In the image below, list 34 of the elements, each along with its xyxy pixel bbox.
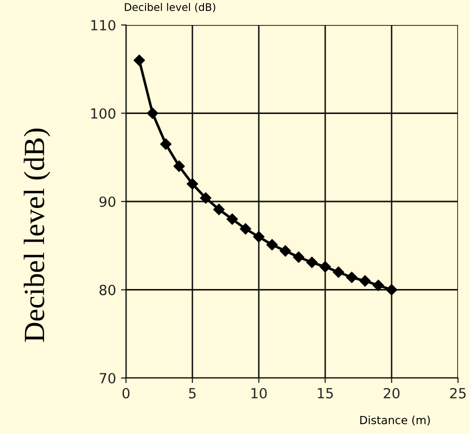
point <box>240 223 252 234</box>
point <box>386 284 398 296</box>
point <box>226 214 238 225</box>
point <box>293 251 304 263</box>
point <box>160 138 172 150</box>
y-tick-label: 90 <box>99 196 116 207</box>
point <box>213 204 225 216</box>
point <box>280 245 291 257</box>
point <box>306 256 318 268</box>
chart-title: Decibel level (dB) <box>124 2 216 12</box>
point <box>146 108 158 119</box>
point <box>320 261 331 272</box>
y-axis-title: Decibel level (dB) <box>24 128 50 342</box>
point <box>174 160 185 172</box>
point <box>266 239 278 250</box>
x-tick-label: 5 <box>189 388 196 398</box>
point <box>253 231 264 242</box>
x-tick-label: 25 <box>450 388 466 398</box>
x-axis-title: Distance (m) <box>360 416 430 426</box>
y-tick-label: 110 <box>91 20 116 30</box>
point <box>186 178 198 190</box>
y-tick-label: 80 <box>100 284 116 296</box>
x-tick-label: 0 <box>122 388 130 398</box>
point <box>134 54 145 66</box>
y-tick-label: 70 <box>100 372 116 384</box>
x-tick-label: 10 <box>251 388 267 398</box>
point <box>372 280 384 291</box>
point <box>346 272 358 283</box>
y-tick-label: 100 <box>91 108 116 119</box>
x-tick-label: 15 <box>318 388 333 398</box>
x-tick-label: 20 <box>384 388 400 398</box>
point <box>332 266 344 278</box>
point <box>359 275 371 287</box>
point <box>200 192 212 204</box>
